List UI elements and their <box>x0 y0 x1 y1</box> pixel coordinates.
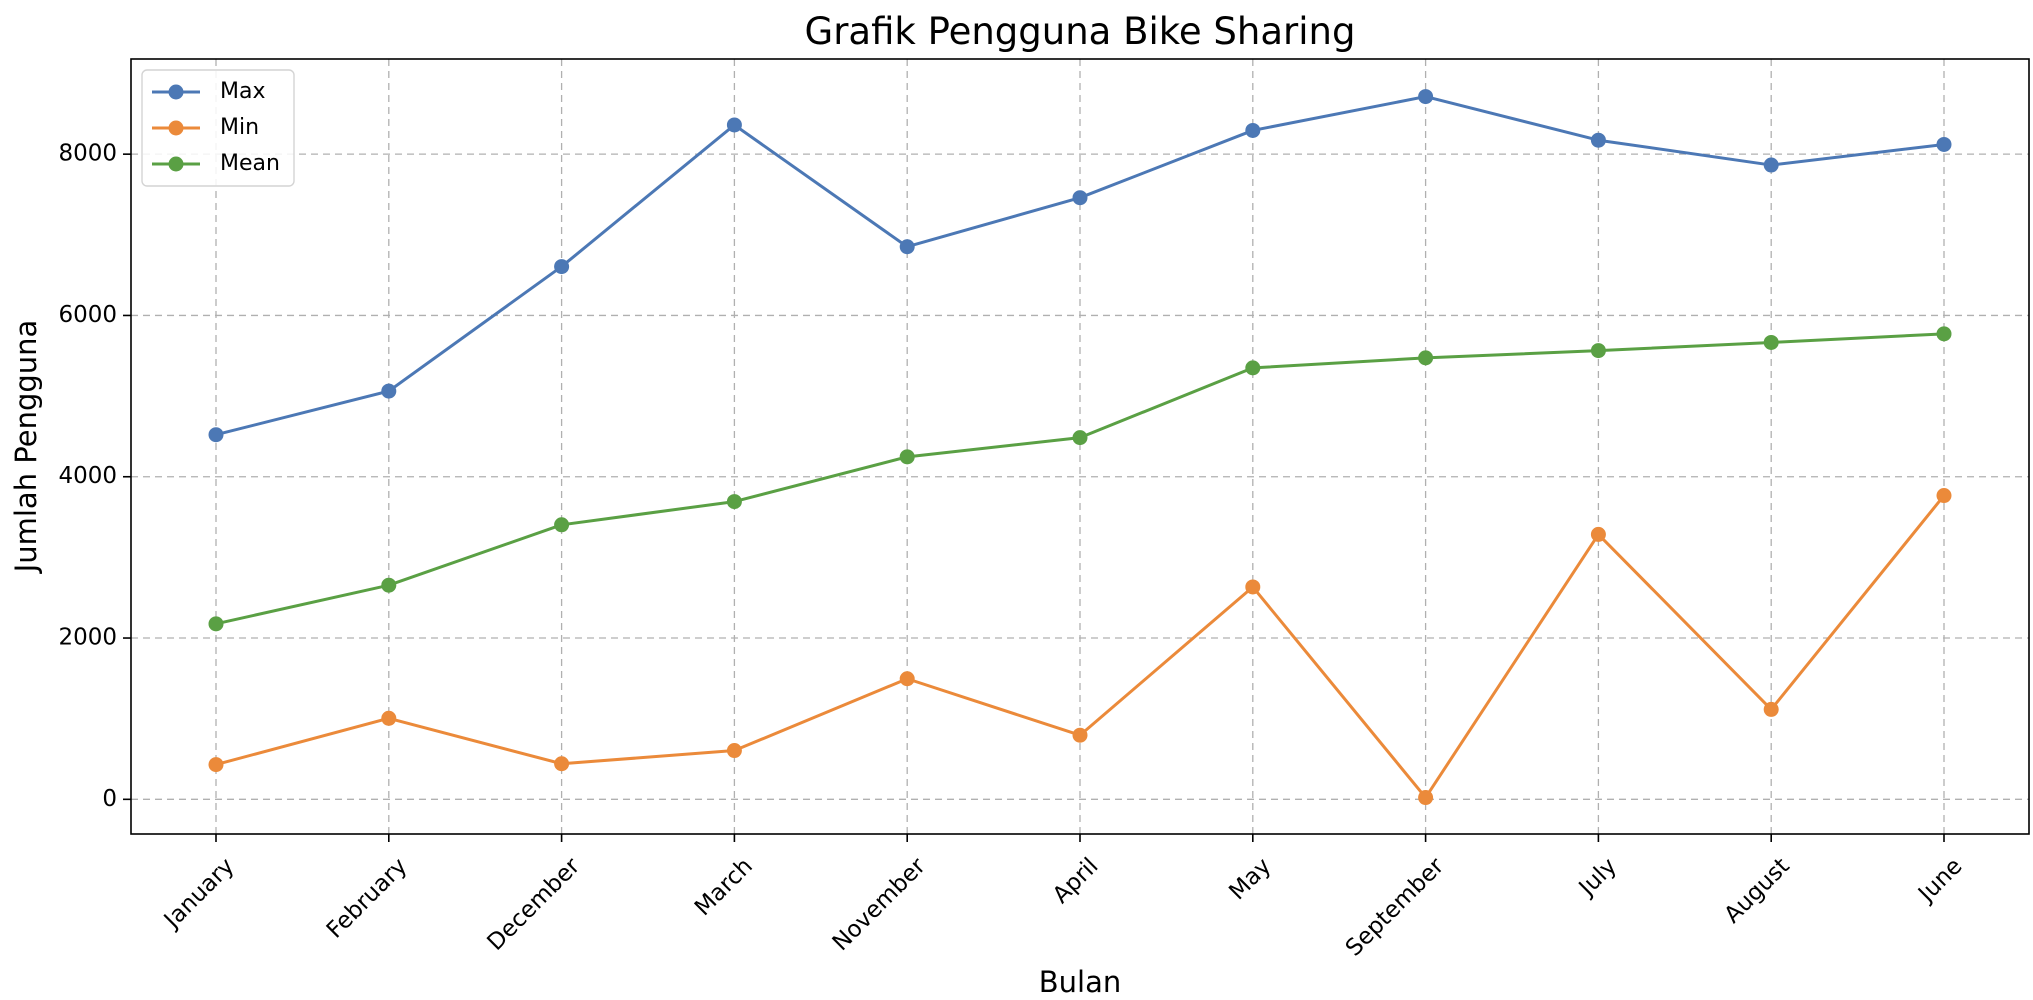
data-point-mean <box>1072 430 1088 446</box>
data-point-max <box>1418 89 1434 105</box>
y-tick-label: 0 <box>102 786 117 812</box>
data-point-max <box>1763 157 1779 173</box>
data-point-mean <box>899 449 915 465</box>
y-tick-label: 4000 <box>58 463 117 489</box>
data-point-mean <box>726 494 742 510</box>
legend-marker-min <box>168 120 184 136</box>
data-point-min <box>1245 579 1261 595</box>
data-point-max <box>1245 122 1261 138</box>
series-mean <box>208 326 1952 632</box>
data-point-min <box>1072 727 1088 743</box>
series-max <box>208 89 1952 443</box>
y-axis-ticks: 0 2000 4000 6000 8000 <box>58 141 131 812</box>
data-point-mean <box>1590 343 1606 359</box>
grid <box>131 59 2029 834</box>
data-point-min <box>208 757 224 773</box>
data-point-min <box>1936 488 1952 504</box>
data-point-max <box>1072 190 1088 206</box>
y-tick-label: 2000 <box>58 625 117 651</box>
data-point-mean <box>208 616 224 632</box>
data-point-mean <box>1418 350 1434 366</box>
data-point-min <box>1418 790 1434 806</box>
data-point-max <box>381 383 397 399</box>
legend-box <box>141 69 295 187</box>
legend-label-min: Min <box>220 115 259 140</box>
series-layer <box>208 89 1952 806</box>
data-point-mean <box>554 517 570 533</box>
data-point-mean <box>1245 360 1261 376</box>
legend-marker-mean <box>168 156 184 172</box>
data-point-max <box>1936 136 1952 152</box>
data-point-max <box>554 259 570 275</box>
legend: Max Min Mean <box>141 69 295 187</box>
data-point-mean <box>1936 326 1952 342</box>
data-point-mean <box>1763 334 1779 350</box>
data-point-min <box>554 756 570 772</box>
series-min <box>208 488 1952 806</box>
data-point-min <box>1763 701 1779 717</box>
data-point-min <box>899 671 915 687</box>
x-axis-label: Bulan <box>1039 965 1121 999</box>
data-point-max <box>1590 132 1606 148</box>
legend-label-max: Max <box>220 79 265 104</box>
y-tick-label: 6000 <box>58 302 117 328</box>
data-point-min <box>1590 526 1606 542</box>
data-point-min <box>381 710 397 726</box>
y-tick-label: 8000 <box>58 141 117 167</box>
data-point-max <box>899 239 915 255</box>
data-point-min <box>726 743 742 759</box>
y-axis-label: Jumlah Pengguna <box>9 320 43 575</box>
data-point-mean <box>381 577 397 593</box>
legend-label-mean: Mean <box>220 151 280 176</box>
chart-title: Grafik Pengguna Bike Sharing <box>805 10 1356 53</box>
data-point-max <box>726 117 742 133</box>
data-point-max <box>208 427 224 443</box>
legend-marker-max <box>168 84 184 100</box>
